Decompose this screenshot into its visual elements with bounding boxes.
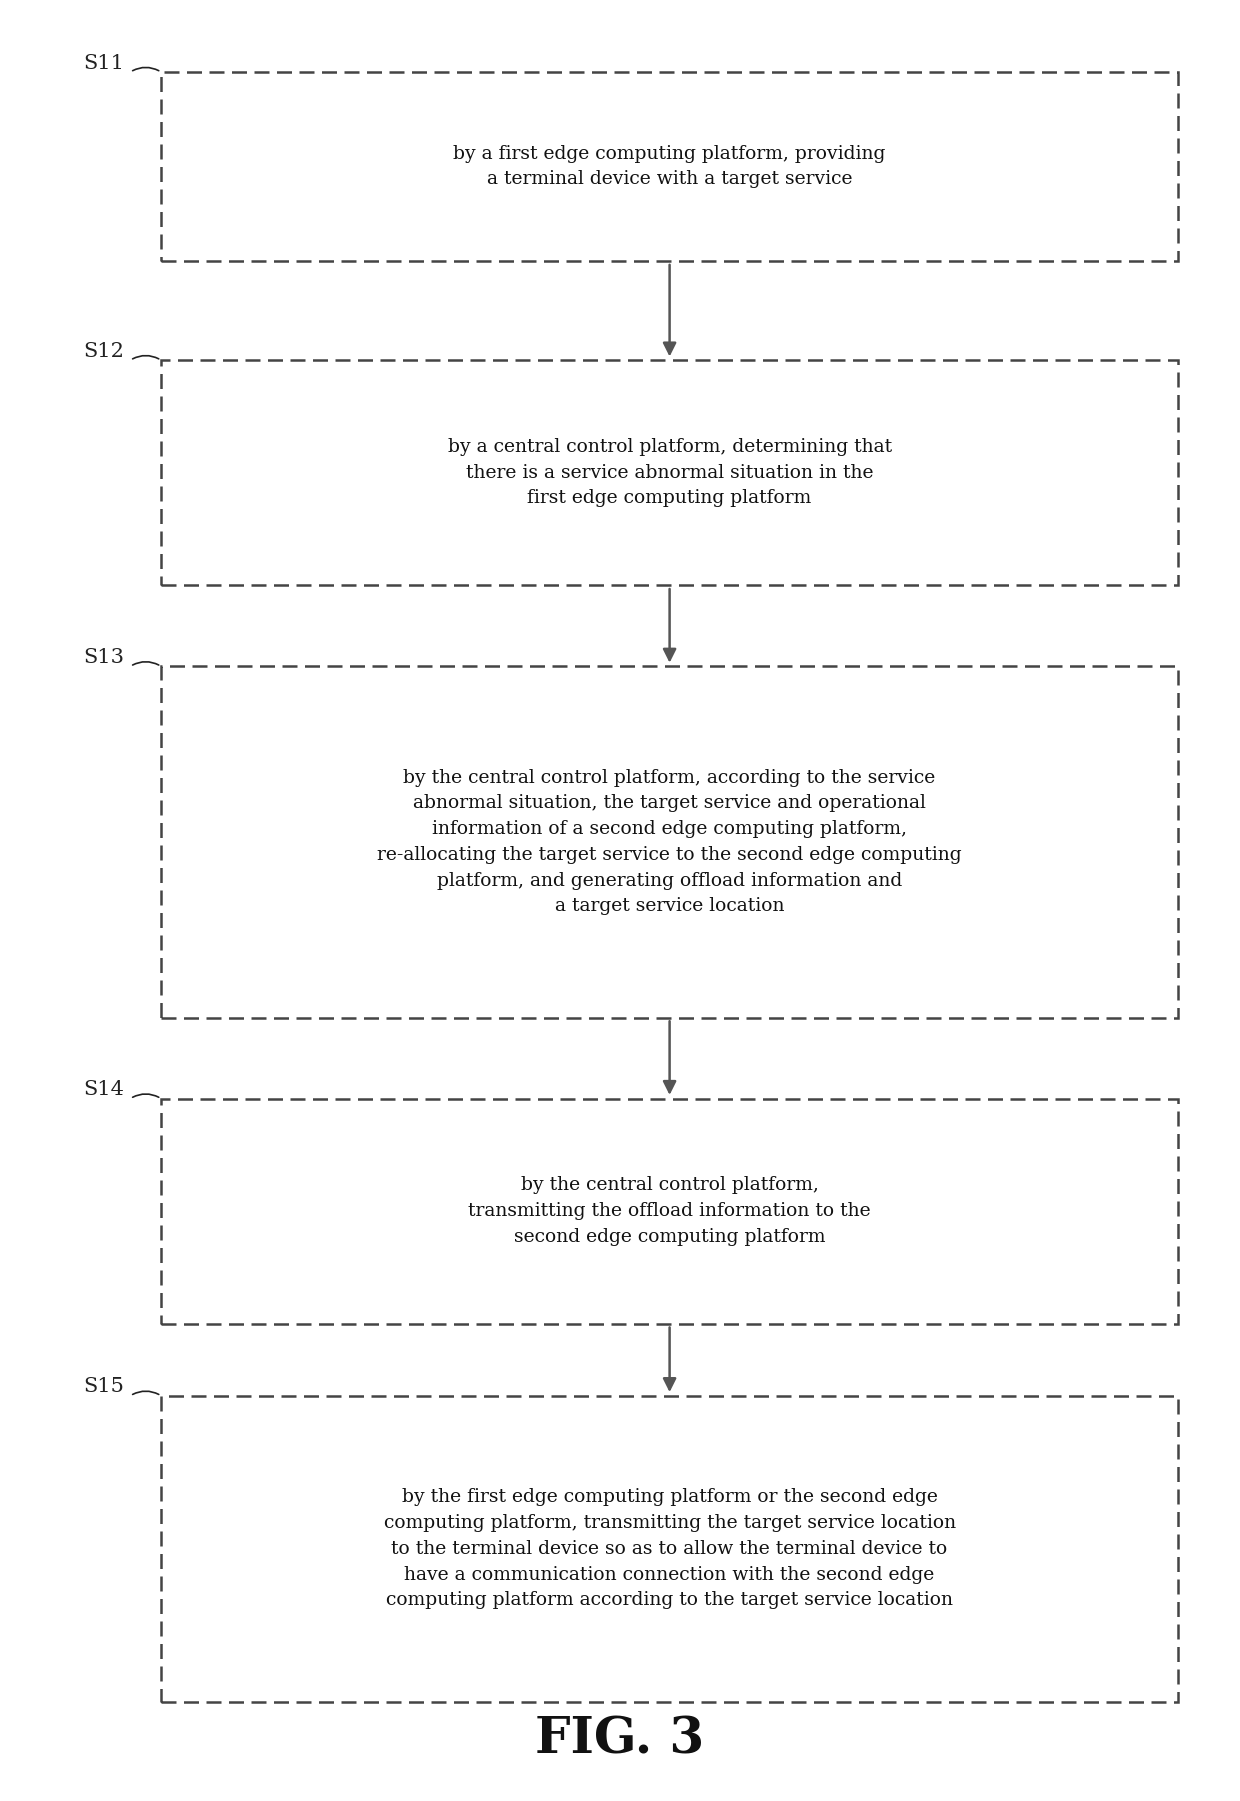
Text: by a central control platform, determining that
there is a service abnormal situ: by a central control platform, determini… (448, 438, 892, 508)
Bar (161, 666, 1178, 1018)
Text: FIG. 3: FIG. 3 (536, 1716, 704, 1765)
Bar (161, 1396, 1178, 1702)
Text: by the central control platform, according to the service
abnormal situation, th: by the central control platform, accordi… (377, 769, 962, 915)
Text: by a first edge computing platform, providing
a terminal device with a target se: by a first edge computing platform, prov… (454, 144, 885, 189)
Text: by the central control platform,
transmitting the offload information to the
sec: by the central control platform, transmi… (469, 1176, 870, 1246)
Text: S13: S13 (83, 648, 124, 666)
Text: S11: S11 (83, 54, 124, 72)
Bar (161, 1099, 1178, 1324)
Text: S12: S12 (83, 342, 124, 360)
Text: S14: S14 (83, 1081, 124, 1099)
Text: by the first edge computing platform or the second edge
computing platform, tran: by the first edge computing platform or … (383, 1488, 956, 1610)
Bar (161, 72, 1178, 261)
Bar (161, 360, 1178, 585)
Text: S15: S15 (83, 1378, 124, 1396)
